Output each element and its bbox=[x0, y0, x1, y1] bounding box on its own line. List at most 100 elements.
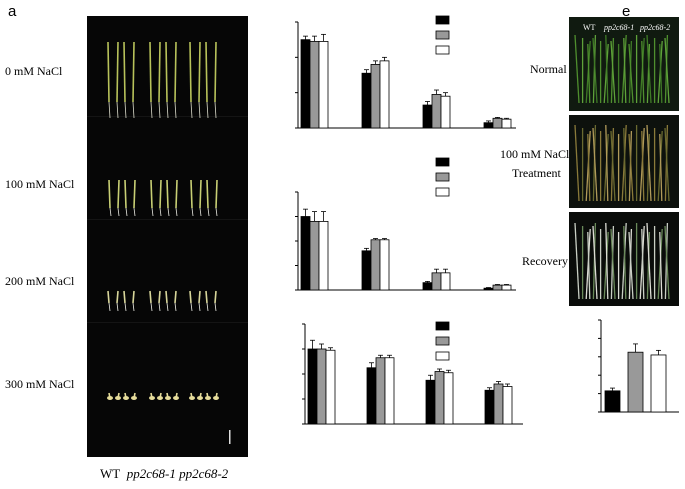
plant-leaf bbox=[592, 225, 598, 300]
legend-swatch bbox=[435, 30, 450, 40]
seedling-shoot bbox=[117, 179, 120, 209]
bar bbox=[431, 272, 442, 291]
bar bbox=[309, 221, 320, 291]
seedling-shoot bbox=[107, 290, 110, 304]
seedling-root bbox=[174, 302, 177, 312]
panel-a-letter: a bbox=[8, 3, 17, 20]
plant-leaf bbox=[641, 228, 645, 300]
plant-leaf bbox=[659, 231, 663, 300]
seedling-grain bbox=[173, 396, 179, 400]
seedling-root bbox=[214, 101, 217, 119]
seedling-shoot bbox=[198, 290, 201, 304]
seedling-root bbox=[151, 207, 154, 217]
plant-leaf bbox=[605, 222, 609, 300]
plant-leaf bbox=[628, 43, 634, 104]
panel-e-header-line-1: pp2c68-1 bbox=[603, 23, 634, 32]
seedling-root bbox=[166, 302, 169, 312]
seedling-root bbox=[117, 207, 120, 217]
seedling-root bbox=[124, 302, 127, 312]
seedling-root bbox=[167, 207, 170, 217]
bar bbox=[492, 117, 503, 129]
bar bbox=[440, 272, 451, 291]
bar bbox=[361, 250, 372, 291]
seedling-grain bbox=[197, 396, 203, 400]
seedling-root bbox=[132, 101, 135, 119]
seedling-shoot bbox=[206, 179, 209, 209]
plant-leaf bbox=[592, 127, 598, 202]
panel-a-row-3: 300 mM NaCl bbox=[5, 377, 75, 391]
bar bbox=[422, 282, 433, 291]
plant-leaf bbox=[646, 34, 652, 104]
bar bbox=[440, 95, 451, 129]
seedling-shoot bbox=[189, 41, 192, 103]
seedling-shoot bbox=[149, 41, 152, 103]
plant-leaf bbox=[610, 228, 616, 300]
seedling-shoot bbox=[107, 41, 110, 103]
plant-leaf bbox=[603, 231, 609, 300]
seedling-root bbox=[116, 101, 119, 119]
seedling-root bbox=[206, 302, 209, 312]
plant-leaf bbox=[587, 43, 591, 104]
seedling-shoot bbox=[205, 41, 208, 103]
bar bbox=[501, 284, 512, 291]
plant-leaf bbox=[664, 37, 670, 104]
bar bbox=[325, 349, 336, 425]
seedling-root bbox=[166, 101, 169, 119]
plant-leaf bbox=[574, 222, 580, 300]
panel-a-row-0: 0 mM NaCl bbox=[5, 64, 63, 78]
plant-leaf bbox=[664, 225, 670, 300]
seedling-shoot bbox=[214, 41, 217, 103]
bar bbox=[370, 64, 381, 129]
caption-line-1: pp2c68-1 bbox=[126, 466, 176, 481]
bar bbox=[361, 72, 372, 129]
seedling-shoot bbox=[214, 290, 217, 304]
seedling-root bbox=[109, 207, 112, 217]
seedling-root bbox=[108, 302, 111, 312]
seedling-shoot bbox=[123, 290, 126, 304]
seedling-shoot bbox=[189, 290, 192, 304]
plant-leaf bbox=[659, 43, 663, 104]
chart-f bbox=[598, 319, 679, 413]
seedling-root bbox=[199, 207, 202, 217]
bar bbox=[422, 104, 433, 129]
seedling-shoot bbox=[158, 41, 161, 103]
seedling-root bbox=[158, 101, 161, 119]
legend-swatch bbox=[435, 45, 450, 55]
plant-leaf bbox=[623, 127, 627, 202]
caption-wt: WT bbox=[100, 466, 121, 481]
bar bbox=[307, 348, 318, 425]
panel-a-caption: WT pp2c68-1 pp2c68-2 bbox=[100, 466, 228, 482]
panel-e-photo: WT pp2c68-1 pp2c68-2 bbox=[569, 17, 679, 306]
bar bbox=[425, 379, 436, 425]
seedling-root bbox=[150, 302, 153, 312]
panel-a-row-2: 200 mM NaCl bbox=[5, 274, 75, 288]
plant-leaf bbox=[603, 43, 609, 104]
bar bbox=[384, 357, 395, 425]
seedling-shoot bbox=[123, 41, 126, 103]
panel-e-row-treatment-2: Treatment bbox=[512, 166, 561, 180]
plant-leaf bbox=[587, 231, 591, 300]
seedling-shoot bbox=[174, 290, 177, 304]
seedling-root bbox=[198, 302, 201, 312]
panel-a-photo bbox=[87, 16, 248, 457]
plant-leaf bbox=[646, 133, 651, 202]
panel-e-header-wt: WT bbox=[583, 23, 596, 32]
panel-e-row-recovery: Recovery bbox=[522, 254, 568, 268]
legend-swatch bbox=[435, 321, 450, 331]
bar bbox=[484, 389, 495, 425]
seedling-shoot bbox=[108, 179, 111, 209]
bar bbox=[501, 118, 512, 129]
seedling-grain bbox=[115, 396, 121, 400]
bar bbox=[370, 239, 381, 291]
seedling-root bbox=[158, 302, 161, 312]
seedling-grain bbox=[107, 396, 113, 400]
seedling-shoot bbox=[215, 179, 218, 209]
bar bbox=[492, 284, 503, 291]
seedling-shoot bbox=[190, 179, 193, 209]
bar bbox=[434, 371, 445, 425]
panel-e-header-line-2: pp2c68-2 bbox=[639, 23, 670, 32]
seedling-root bbox=[215, 207, 218, 217]
plant-leaf bbox=[641, 40, 645, 104]
seedling-root bbox=[206, 101, 209, 119]
seedling-grain bbox=[165, 396, 171, 400]
